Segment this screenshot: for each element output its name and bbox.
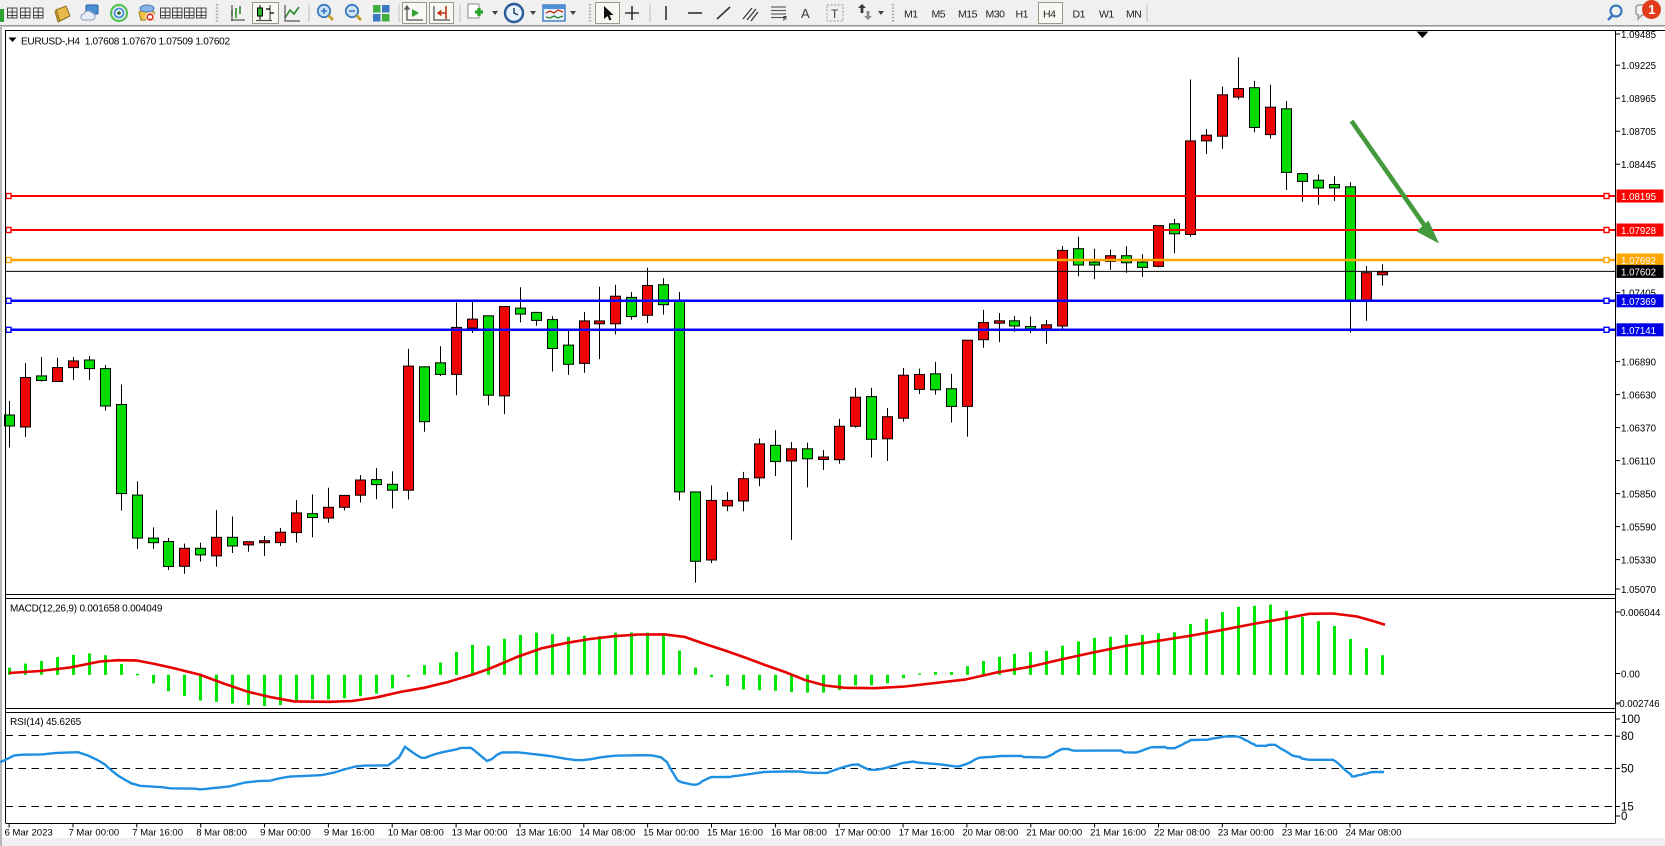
svg-text:1.09225: 1.09225	[1621, 61, 1656, 72]
svg-text:1.07405: 1.07405	[1621, 289, 1656, 300]
svg-text:14 Mar 08:00: 14 Mar 08:00	[579, 828, 635, 839]
svg-text:10 Mar 08:00: 10 Mar 08:00	[388, 828, 444, 839]
svg-text:13 Mar 16:00: 13 Mar 16:00	[516, 828, 572, 839]
svg-text:1.09485: 1.09485	[1621, 30, 1656, 41]
svg-text:23 Mar 16:00: 23 Mar 16:00	[1282, 828, 1338, 839]
svg-text:24 Mar 08:00: 24 Mar 08:00	[1346, 828, 1402, 839]
svg-text:H4: H4	[1043, 9, 1056, 21]
svg-text:H1: H1	[1016, 9, 1029, 21]
svg-text:M30: M30	[986, 9, 1006, 21]
svg-text:17 Mar 16:00: 17 Mar 16:00	[899, 828, 955, 839]
svg-text:7 Mar 00:00: 7 Mar 00:00	[69, 828, 120, 839]
svg-text:1.07928: 1.07928	[1621, 226, 1656, 237]
svg-text:1: 1	[1648, 2, 1655, 17]
svg-text:9 Mar 00:00: 9 Mar 00:00	[260, 828, 311, 839]
svg-text:15 Mar 00:00: 15 Mar 00:00	[643, 828, 699, 839]
svg-text:1.07369: 1.07369	[1621, 297, 1656, 308]
svg-text:M15: M15	[958, 9, 978, 21]
svg-text:0.006044: 0.006044	[1620, 608, 1661, 619]
svg-text:20 Mar 08:00: 20 Mar 08:00	[962, 828, 1018, 839]
svg-text:1.08965: 1.08965	[1621, 94, 1656, 105]
svg-text:D1: D1	[1073, 9, 1086, 21]
svg-text:7 Mar 16:00: 7 Mar 16:00	[132, 828, 183, 839]
svg-text:1.07692: 1.07692	[1621, 256, 1656, 267]
svg-text:1.06370: 1.06370	[1621, 424, 1657, 435]
svg-text:1.06630: 1.06630	[1621, 391, 1657, 402]
svg-text:8 Mar 08:00: 8 Mar 08:00	[196, 828, 247, 839]
svg-text:1.05070: 1.05070	[1621, 585, 1657, 596]
svg-text:22 Mar 08:00: 22 Mar 08:00	[1154, 828, 1210, 839]
svg-text:T: T	[831, 7, 839, 21]
svg-text:-0.002746: -0.002746	[1616, 699, 1660, 710]
svg-text:16 Mar 08:00: 16 Mar 08:00	[771, 828, 827, 839]
svg-text:21 Mar 00:00: 21 Mar 00:00	[1026, 828, 1082, 839]
svg-text:MACD(12,26,9) 0.001658 0.00404: MACD(12,26,9) 0.001658 0.004049	[10, 604, 163, 615]
svg-text:EURUSD-,H4 1.07608 1.07670 1.: EURUSD-,H4 1.07608 1.07670 1.07509 1.076…	[21, 37, 230, 48]
svg-text:1.06890: 1.06890	[1621, 358, 1657, 369]
svg-text:1.08705: 1.08705	[1621, 127, 1656, 138]
svg-text:1.05590: 1.05590	[1621, 523, 1657, 534]
svg-text:M1: M1	[904, 9, 918, 21]
svg-text:23 Mar 00:00: 23 Mar 00:00	[1218, 828, 1274, 839]
svg-text:100: 100	[1621, 714, 1640, 726]
svg-text:0: 0	[1621, 811, 1627, 823]
svg-text:50: 50	[1621, 763, 1634, 775]
svg-text:A: A	[801, 6, 810, 21]
svg-text:W1: W1	[1099, 9, 1114, 21]
svg-text:MN: MN	[1126, 9, 1141, 21]
svg-text:21 Mar 16:00: 21 Mar 16:00	[1090, 828, 1146, 839]
svg-text:13 Mar 00:00: 13 Mar 00:00	[452, 828, 508, 839]
svg-text:6 Mar 2023: 6 Mar 2023	[5, 828, 53, 839]
svg-text:1.05330: 1.05330	[1621, 556, 1657, 567]
svg-text:1.06110: 1.06110	[1621, 457, 1656, 468]
svg-text:M5: M5	[932, 9, 946, 21]
svg-text:15: 15	[1621, 802, 1634, 814]
svg-text:1.05850: 1.05850	[1621, 490, 1657, 501]
svg-text:1.07141: 1.07141	[1621, 326, 1656, 337]
svg-text:1.07602: 1.07602	[1621, 267, 1656, 278]
svg-text:0.00: 0.00	[1621, 670, 1640, 681]
svg-text:1.08445: 1.08445	[1621, 160, 1656, 171]
svg-text:9 Mar 16:00: 9 Mar 16:00	[324, 828, 375, 839]
svg-text:1.08195: 1.08195	[1621, 192, 1656, 203]
svg-text:80: 80	[1621, 731, 1634, 743]
svg-text:RSI(14) 45.6265: RSI(14) 45.6265	[10, 717, 82, 728]
svg-text:F: F	[783, 16, 787, 23]
svg-text:15 Mar 16:00: 15 Mar 16:00	[707, 828, 763, 839]
svg-text:17 Mar 00:00: 17 Mar 00:00	[835, 828, 891, 839]
